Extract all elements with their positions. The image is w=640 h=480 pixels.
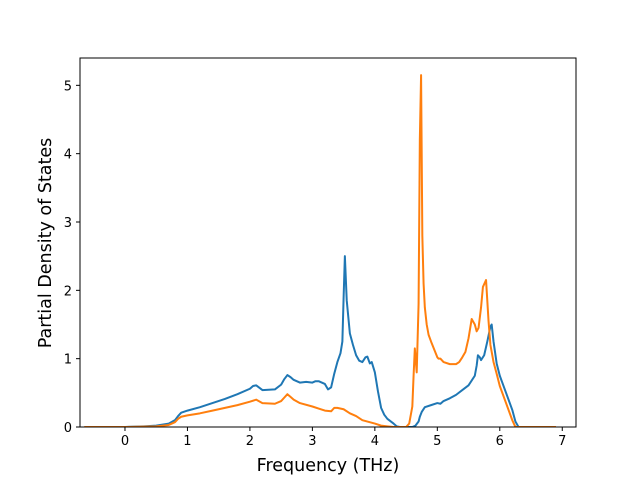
plot-frame xyxy=(79,57,577,428)
x-tick-label: 6 xyxy=(496,434,504,449)
x-tick-label: 7 xyxy=(558,434,566,449)
series-layer xyxy=(84,74,557,427)
x-tick-label: 2 xyxy=(246,434,254,449)
y-tick-label: 4 xyxy=(64,148,72,163)
x-tick-label: 0 xyxy=(121,434,129,449)
x-axis-label: Frequency (THz) xyxy=(257,456,400,476)
axes-layer: 0 1 2 3 4 5 6 7 0 1 2 3 4 5 xyxy=(64,57,577,449)
series-line-1 xyxy=(84,255,557,427)
y-tick-label: 5 xyxy=(64,79,72,94)
y-tick-label: 3 xyxy=(64,216,72,231)
x-tick-label: 1 xyxy=(183,434,191,449)
x-tick-label: 3 xyxy=(308,434,316,449)
y-axis-label: Partial Density of States xyxy=(36,138,56,349)
x-tick-label: 4 xyxy=(371,434,379,449)
series-line-2 xyxy=(84,74,557,427)
y-tick-label: 2 xyxy=(64,284,72,299)
y-tick-label: 1 xyxy=(64,353,72,368)
x-tick-label: 5 xyxy=(433,434,441,449)
y-tick-label: 0 xyxy=(64,421,72,436)
